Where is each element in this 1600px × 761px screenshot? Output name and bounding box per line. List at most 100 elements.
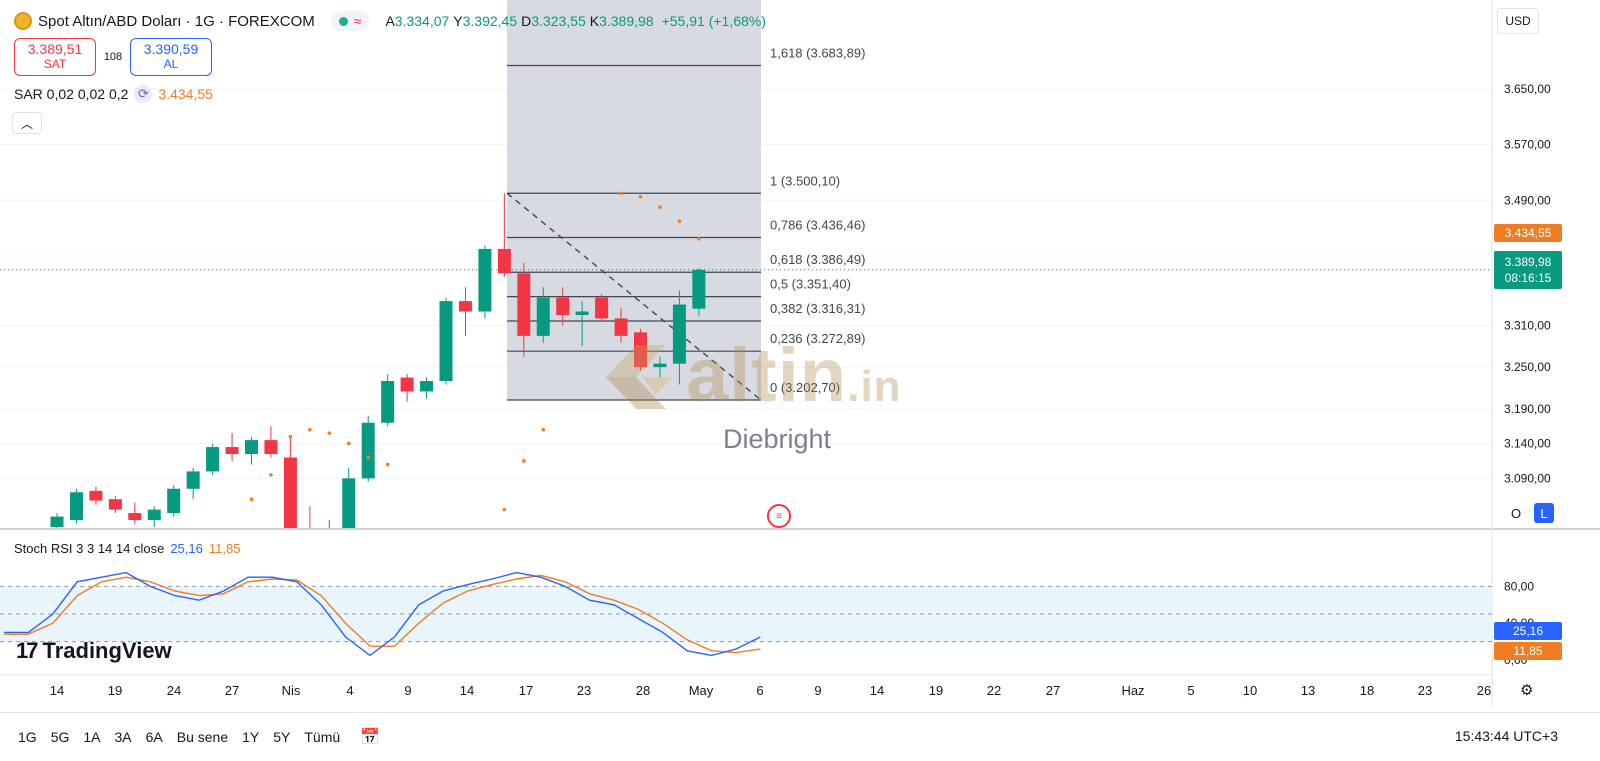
symbol-title[interactable]: Spot Altın/ABD Doları · 1G · FOREXCOM xyxy=(38,12,315,30)
range-all[interactable]: Tümü xyxy=(304,729,341,745)
candle-body xyxy=(361,422,375,479)
range-5y[interactable]: 5Y xyxy=(273,729,291,745)
sar-value: 3.434,55 xyxy=(158,86,213,102)
fib-level-label: 0,236 (3.272,89) xyxy=(770,331,865,346)
spread-value: 108 xyxy=(103,51,123,63)
sar-dot xyxy=(697,237,701,241)
log-scale-button[interactable]: L xyxy=(1534,503,1554,523)
time-axis-label: 4 xyxy=(346,683,353,698)
time-axis-label: 27 xyxy=(1046,683,1060,698)
sar-dot xyxy=(619,191,623,196)
settings-gear-icon[interactable]: ⚙ xyxy=(1520,682,1534,699)
candle-body xyxy=(672,304,686,364)
range-6m[interactable]: 6A xyxy=(145,729,163,745)
candle-body xyxy=(634,332,647,368)
time-axis-label: 28 xyxy=(636,683,650,698)
candle-body xyxy=(50,516,64,528)
fib-level-label: 1 (3.500,10) xyxy=(770,173,840,188)
candle-body xyxy=(653,363,667,368)
range-5d[interactable]: 5G xyxy=(50,729,70,745)
sar-dot xyxy=(366,455,371,460)
price-axis-label: 3.190,00 xyxy=(1504,402,1551,416)
sell-button[interactable]: 3.389,51 SAT xyxy=(14,38,96,76)
symbol-legend: Spot Altın/ABD Doları · 1G · FOREXCOM ≈ … xyxy=(14,10,766,32)
sar-dot xyxy=(249,497,254,501)
calendar-goto-icon[interactable]: 📅 xyxy=(360,729,381,746)
sar-dot xyxy=(658,205,662,210)
time-axis-label: 5 xyxy=(1187,683,1194,698)
stoch-d-value: 11,85 xyxy=(208,541,241,556)
range-1m[interactable]: 1A xyxy=(83,729,101,745)
refresh-icon[interactable]: ⟳ xyxy=(134,85,153,103)
time-axis-label: 19 xyxy=(108,683,122,698)
range-1d[interactable]: 1G xyxy=(18,729,37,745)
sar-legend[interactable]: SAR 0,02 0,02 0,2 ⟳ 3.434,55 xyxy=(14,85,213,103)
candle-body xyxy=(400,377,414,392)
wave-icon: ≈ xyxy=(353,13,362,29)
auto-scale-button[interactable]: O xyxy=(1510,505,1522,521)
close-value: K3.389,98 xyxy=(589,13,654,29)
candle-body xyxy=(692,269,706,309)
candle-body xyxy=(595,297,609,319)
price-axis-label: 3.310,00 xyxy=(1504,318,1551,332)
time-axis-label: 13 xyxy=(1301,683,1315,698)
watermark-text: altin.in xyxy=(686,333,902,418)
sar-price-tag: 3.434,55 xyxy=(1494,224,1562,242)
time-axis-label: 9 xyxy=(814,683,821,698)
time-axis-label: 23 xyxy=(577,683,591,698)
buy-button[interactable]: 3.390,59 AL xyxy=(130,38,212,76)
fib-level-label: 0,382 (3.316,31) xyxy=(770,301,865,316)
candle-body xyxy=(283,457,297,528)
candle-body xyxy=(167,488,181,514)
candle-body xyxy=(381,381,395,423)
sar-dot xyxy=(677,219,682,223)
candle-body xyxy=(420,381,434,392)
last-price-tag: 3.389,98 08:16:15 xyxy=(1494,251,1562,289)
candle-body xyxy=(206,447,220,472)
us-flag-event-icon[interactable]: ≡ xyxy=(767,504,791,528)
candle-body xyxy=(128,513,142,521)
candle-body xyxy=(536,297,550,336)
candle-body xyxy=(458,301,472,312)
range-ytd[interactable]: Bu sene xyxy=(176,729,229,745)
range-1y[interactable]: 1Y xyxy=(242,729,260,745)
candle-body xyxy=(186,471,200,489)
sar-label: SAR 0,02 0,02 0,2 xyxy=(14,86,129,102)
sar-dot xyxy=(522,459,526,463)
time-axis-label: 14 xyxy=(870,683,884,698)
chevron-up-icon: ︿ xyxy=(20,116,33,131)
currency-button[interactable]: USD xyxy=(1497,8,1539,34)
price-axis-label: 3.490,00 xyxy=(1504,193,1551,207)
time-axis-label: 14 xyxy=(460,683,474,698)
time-axis-label: 10 xyxy=(1243,683,1257,698)
stoch-label: Stoch RSI 3 3 14 14 close xyxy=(14,541,165,556)
stoch-axis-label: 80,00 xyxy=(1504,579,1534,593)
time-axis-label: 24 xyxy=(167,683,181,698)
fib-level-label: 0 (3.202,70) xyxy=(770,380,840,395)
time-axis-label: May xyxy=(689,683,714,698)
candle-body xyxy=(108,499,122,510)
candle-body xyxy=(556,297,570,315)
time-axis-label: 18 xyxy=(1360,683,1374,698)
time-axis-label: 14 xyxy=(50,683,64,698)
clock-timezone[interactable]: 15:43:44 UTC+3 xyxy=(1454,728,1558,744)
collapse-legend-button[interactable]: ︿ xyxy=(12,112,42,134)
sar-dot xyxy=(327,431,332,435)
time-axis-label: 17 xyxy=(519,683,533,698)
stoch-legend[interactable]: Stoch RSI 3 3 14 14 close 25,16 11,85 xyxy=(14,541,240,556)
candle-body xyxy=(497,248,511,274)
time-axis-label: 9 xyxy=(404,683,411,698)
time-axis-label: 6 xyxy=(756,683,763,698)
fib-level-label: 0,786 (3.436,46) xyxy=(770,218,865,233)
fib-levels: 1,618 (3.683,89) 1 (3.500,10) 0,786 (3.436… xyxy=(507,46,865,401)
sar-dot xyxy=(502,507,507,512)
candle-body xyxy=(614,318,628,336)
time-axis-label: Haz xyxy=(1121,683,1144,698)
tradingview-logo[interactable]: 17 TradingView xyxy=(16,638,172,663)
candle-body xyxy=(245,440,258,455)
market-status-pill[interactable]: ≈ xyxy=(330,11,370,31)
candle-body xyxy=(225,447,239,455)
stoch-k-tag: 25,16 xyxy=(1494,622,1562,640)
price-axis-label: 3.140,00 xyxy=(1504,437,1551,451)
range-3m[interactable]: 3A xyxy=(114,729,132,745)
